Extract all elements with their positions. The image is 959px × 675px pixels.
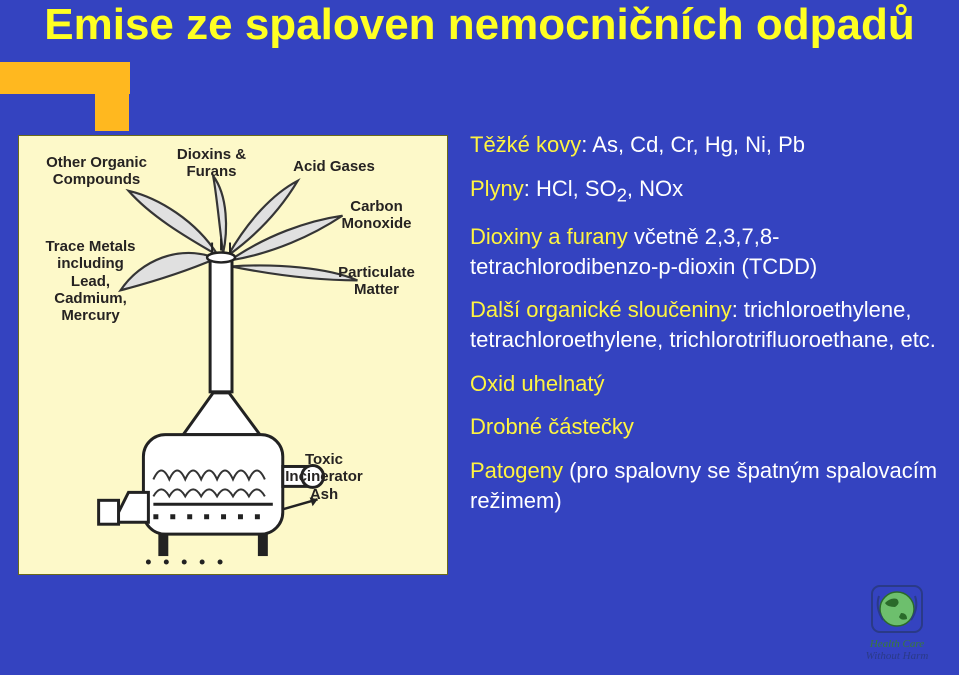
hcwh-logo: Health Care Without Harm <box>853 581 941 667</box>
text-gases-sub: 2 <box>617 184 627 205</box>
label-toxic-ash: Toxic Incinerator Ash <box>264 451 384 503</box>
logo-text-1: Health Care <box>853 638 941 650</box>
label-trace-metals: Trace Metals including Lead, Cadmium, Me… <box>23 238 158 324</box>
row-heavy-metals: Těžké kovy: As, Cd, Cr, Hg, Ni, Pb <box>470 130 940 160</box>
row-pathogens: Patogeny (pro spalovny se špatným spalov… <box>470 456 940 515</box>
label-carbon-monoxide: Carbon Monoxide <box>324 198 429 233</box>
label-pathogens: Patogeny <box>470 458 563 483</box>
slide-root: Emise ze spaloven nemocničních odpadů <box>0 0 959 675</box>
text-gases-2: , NOx <box>627 176 683 201</box>
label-acid-gases: Acid Gases <box>279 158 389 175</box>
content-list: Těžké kovy: As, Cd, Cr, Hg, Ni, Pb Plyny… <box>470 130 940 529</box>
row-pm: Drobné částečky <box>470 412 940 442</box>
logo-text-2: Without Harm <box>853 650 941 662</box>
text-heavy-metals: : As, Cd, Cr, Hg, Ni, Pb <box>581 132 805 157</box>
slide-title: Emise ze spaloven nemocničních odpadů <box>0 2 959 48</box>
label-gases: Plyny <box>470 176 524 201</box>
label-organics: Další organické sloučeniny <box>470 297 732 322</box>
label-other-organic: Other Organic Compounds <box>29 154 164 189</box>
text-gases-1: : HCl, SO <box>524 176 617 201</box>
label-particulate: Particulate Matter <box>319 264 434 299</box>
label-co: Oxid uhelnatý <box>470 371 605 396</box>
label-dioxins-furans: Dioxins & Furans <box>159 146 264 181</box>
row-co: Oxid uhelnatý <box>470 369 940 399</box>
incinerator-diagram: Other Organic Compounds Dioxins & Furans… <box>18 135 448 575</box>
accent-bar-v <box>95 88 129 131</box>
label-dioxins: Dioxiny a furany <box>470 224 628 249</box>
label-heavy-metals: Těžké kovy <box>470 132 581 157</box>
row-organics: Další organické sloučeniny: trichloroeth… <box>470 295 940 354</box>
globe-icon <box>867 581 927 637</box>
label-pm: Drobné částečky <box>470 414 634 439</box>
row-dioxins: Dioxiny a furany včetně 2,3,7,8-tetrachl… <box>470 222 940 281</box>
row-gases: Plyny: HCl, SO2, NOx <box>470 174 940 208</box>
